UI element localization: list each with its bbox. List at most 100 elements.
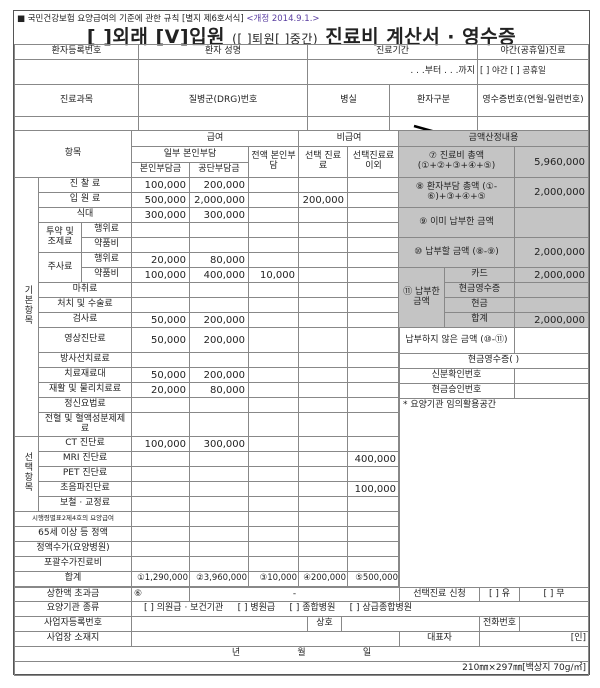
amount-cell[interactable] <box>298 282 348 298</box>
amount-cell[interactable] <box>248 327 299 353</box>
amount-cell[interactable]: ①1,290,000 <box>131 571 190 587</box>
reg-no-field[interactable] <box>14 59 139 85</box>
amount-cell[interactable] <box>189 352 249 368</box>
receipt-no-field[interactable] <box>477 116 589 131</box>
amount-cell[interactable] <box>347 397 400 413</box>
amount-cell[interactable] <box>248 397 299 413</box>
amount-cell[interactable] <box>189 297 249 313</box>
amount-cell[interactable] <box>298 237 348 253</box>
amount-cell[interactable] <box>248 556 299 572</box>
amount-cell[interactable] <box>347 466 400 482</box>
amount-cell[interactable] <box>347 496 400 512</box>
amount-cell[interactable] <box>131 481 190 497</box>
amount-cell[interactable] <box>298 511 348 527</box>
amount-cell[interactable]: 200,000 <box>189 177 249 193</box>
amount-cell[interactable]: 300,000 <box>189 436 249 452</box>
amount-cell[interactable] <box>131 412 190 437</box>
date-field[interactable]: 년 월 일 <box>14 646 589 662</box>
amount-cell[interactable]: ④200,000 <box>298 571 348 587</box>
amount-cell[interactable]: ⑤500,000 <box>347 571 400 587</box>
discharge-options[interactable]: ([ ]퇴원[ ]중간) <box>232 32 319 46</box>
amount-cell[interactable] <box>298 382 348 398</box>
amount-cell[interactable] <box>298 397 348 413</box>
amount-cell[interactable] <box>347 282 400 298</box>
amount-cell[interactable] <box>298 436 348 452</box>
amount-cell[interactable] <box>131 556 190 572</box>
amount-cell[interactable]: ②3,960,000 <box>189 571 249 587</box>
address-field[interactable] <box>131 631 400 647</box>
amount-cell[interactable] <box>298 451 348 467</box>
selective-yes-checkbox[interactable]: [ ] 유 <box>479 587 520 602</box>
amount-cell[interactable] <box>248 496 299 512</box>
amount-cell[interactable] <box>248 352 299 368</box>
amount-cell[interactable] <box>189 541 249 557</box>
amount-cell[interactable] <box>347 556 400 572</box>
amount-cell[interactable]: 200,000 <box>189 327 249 353</box>
amount-cell[interactable] <box>131 451 190 467</box>
amount-cell[interactable] <box>189 451 249 467</box>
amount-cell[interactable]: 50,000 <box>131 327 190 353</box>
amount-cell[interactable] <box>131 297 190 313</box>
amount-cell[interactable]: 400,000 <box>347 451 400 467</box>
amount-cell[interactable] <box>248 207 299 223</box>
outpatient-checkbox[interactable]: [ ]외래 <box>86 26 149 48</box>
amount-cell[interactable] <box>347 541 400 557</box>
amount-cell[interactable] <box>248 526 299 542</box>
amount-cell[interactable]: 100,000 <box>131 436 190 452</box>
amount-cell[interactable] <box>298 352 348 368</box>
amount-cell[interactable] <box>298 267 348 283</box>
inpatient-checkbox[interactable]: [V]입원 <box>155 26 226 48</box>
amount-cell[interactable]: 20,000 <box>131 382 190 398</box>
amount-cell[interactable] <box>347 222 400 238</box>
amount-cell[interactable]: 200,000 <box>189 367 249 383</box>
amount-cell[interactable]: 100,000 <box>131 267 190 283</box>
amount-cell[interactable] <box>189 556 249 572</box>
amount-cell[interactable] <box>298 556 348 572</box>
amount-cell[interactable] <box>347 237 400 253</box>
amount-cell[interactable] <box>131 541 190 557</box>
amount-cell[interactable] <box>347 327 400 353</box>
amount-cell[interactable]: 50,000 <box>131 367 190 383</box>
amount-cell[interactable] <box>347 267 400 283</box>
amount-cell[interactable] <box>298 481 348 497</box>
amount-cell[interactable] <box>131 496 190 512</box>
amount-cell[interactable] <box>347 312 400 328</box>
amount-cell[interactable] <box>347 207 400 223</box>
amount-cell[interactable] <box>131 222 190 238</box>
amount-cell[interactable] <box>248 312 299 328</box>
dept-field[interactable] <box>14 116 139 131</box>
amount-cell[interactable] <box>248 466 299 482</box>
amount-cell[interactable] <box>248 177 299 193</box>
amount-cell[interactable] <box>347 297 400 313</box>
room-field[interactable] <box>307 116 390 131</box>
amount-cell[interactable] <box>298 312 348 328</box>
amount-cell[interactable] <box>248 412 299 437</box>
amount-cell[interactable] <box>189 496 249 512</box>
amount-cell[interactable] <box>189 237 249 253</box>
amount-cell[interactable] <box>347 252 400 268</box>
approval-no-field[interactable] <box>513 383 590 399</box>
amount-cell[interactable] <box>189 526 249 542</box>
amount-cell[interactable]: 80,000 <box>189 252 249 268</box>
amount-cell[interactable] <box>248 282 299 298</box>
period-field[interactable]: . . .부터 . . .까지 <box>307 59 478 85</box>
amount-cell[interactable] <box>298 222 348 238</box>
amount-cell[interactable] <box>248 511 299 527</box>
drg-field[interactable] <box>138 116 308 131</box>
amount-cell[interactable] <box>248 192 299 208</box>
amount-cell[interactable] <box>131 466 190 482</box>
amount-cell[interactable]: 50,000 <box>131 312 190 328</box>
amount-cell[interactable] <box>189 282 249 298</box>
amount-cell[interactable] <box>248 541 299 557</box>
amount-cell[interactable]: 100,000 <box>347 481 400 497</box>
amount-cell[interactable]: 2,000,000 <box>189 192 249 208</box>
institution-type-checkboxes[interactable]: [ ] 의원급 · 보건기관 [ ] 병원급 [ ] 종합병원 [ ] 상급종합… <box>131 601 589 617</box>
amount-cell[interactable] <box>347 382 400 398</box>
amount-cell[interactable] <box>189 412 249 437</box>
amount-cell[interactable] <box>248 382 299 398</box>
amount-cell[interactable] <box>189 481 249 497</box>
selective-no-checkbox[interactable]: [ ] 무 <box>519 587 589 602</box>
amount-cell[interactable] <box>248 222 299 238</box>
amount-cell[interactable] <box>298 327 348 353</box>
amount-cell[interactable]: 200,000 <box>189 312 249 328</box>
